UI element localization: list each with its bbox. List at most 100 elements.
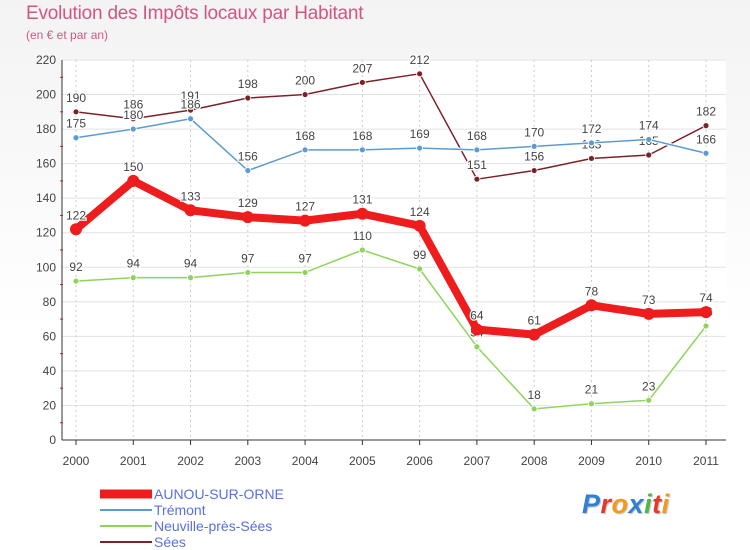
data-point	[473, 146, 481, 154]
logo-letter: o	[611, 489, 629, 519]
data-label: 99	[413, 248, 427, 262]
data-point	[129, 274, 137, 282]
proxiti-logo: Proxiti	[582, 489, 670, 520]
chart-subtitle: (en € et par an)	[26, 28, 109, 42]
data-label: 174	[639, 118, 659, 132]
data-label: 198	[238, 77, 258, 91]
data-label: 168	[467, 129, 487, 143]
data-point	[645, 136, 653, 143]
data-point	[473, 343, 481, 351]
data-label: 180	[123, 108, 143, 122]
data-label: 23	[642, 379, 656, 393]
y-tick-label: 20	[43, 398, 57, 412]
data-point	[702, 149, 710, 157]
data-label: 74	[699, 291, 713, 305]
data-label: 94	[184, 257, 198, 271]
data-point	[244, 94, 252, 102]
legend-label-aunou: AUNOU-SUR-ORNE	[154, 486, 284, 502]
data-label: 110	[353, 229, 372, 243]
data-point	[530, 167, 538, 174]
data-point	[528, 328, 541, 341]
y-tick-label: 220	[36, 53, 56, 67]
data-label: 131	[352, 193, 372, 207]
y-tick-label: 0	[49, 433, 56, 447]
series-line	[72, 176, 710, 339]
data-label: 186	[123, 98, 143, 112]
data-label: 73	[642, 293, 656, 307]
data-point	[72, 134, 80, 142]
legend-swatch-neuville	[100, 525, 152, 527]
data-point	[187, 274, 194, 282]
x-tick-label: 2000	[63, 454, 90, 468]
data-point	[416, 70, 424, 78]
data-label: 122	[66, 208, 86, 222]
data-point	[301, 91, 309, 98]
data-point	[129, 125, 137, 133]
data-label: 18	[528, 388, 542, 402]
x-tick-label: 2008	[521, 454, 548, 468]
series-line	[75, 249, 707, 410]
x-tick-label: 2005	[349, 454, 376, 468]
data-point	[72, 108, 80, 116]
logo-letter: r	[600, 489, 612, 519]
line-chart: 0 20 40 60 80 100 120 140 160 180 200 220 2000 2001 20…	[36, 52, 726, 468]
legend-swatch-aunou	[100, 489, 152, 499]
data-label: 129	[238, 196, 258, 210]
data-point	[129, 115, 137, 123]
data-point	[301, 269, 309, 276]
x-tick-label: 2011	[693, 454, 719, 468]
data-point	[299, 214, 312, 227]
logo-letter: x	[628, 489, 645, 519]
data-point	[416, 144, 424, 152]
x-tick-label: 2004	[292, 454, 319, 468]
data-point	[645, 151, 653, 159]
x-tick-label: 2003	[234, 454, 261, 468]
data-point	[530, 405, 538, 413]
y-tick-label: 200	[36, 88, 56, 102]
chart-title: Evolution des Impôts locaux par Habitant	[26, 3, 364, 24]
legend-label-neuville: Neuville-près-Sées	[154, 518, 273, 534]
data-label: 156	[238, 150, 258, 164]
logo-letter: i	[644, 489, 653, 519]
data-point	[642, 307, 655, 320]
data-point	[470, 323, 483, 336]
data-label: 124	[410, 205, 430, 219]
data-point	[127, 174, 140, 187]
data-label: 182	[696, 105, 716, 119]
data-point	[241, 211, 254, 224]
data-label: 168	[295, 129, 315, 143]
data-label: 156	[524, 150, 544, 164]
data-label: 78	[585, 284, 599, 298]
data-point	[585, 299, 598, 312]
data-point	[588, 400, 595, 408]
x-tick-label: 2006	[406, 454, 433, 468]
logo-letter: t	[652, 489, 662, 519]
data-label: 97	[298, 251, 312, 265]
data-label: 94	[127, 257, 141, 271]
data-point	[301, 146, 309, 154]
legend-swatch-tremont	[100, 509, 152, 511]
logo-letter: i	[661, 489, 670, 519]
data-point	[702, 322, 710, 330]
data-label: 166	[696, 132, 716, 146]
x-tick-label: 2002	[177, 454, 204, 468]
data-point	[530, 142, 538, 150]
series-line	[75, 117, 707, 172]
data-point	[244, 167, 252, 174]
y-tick-label: 180	[36, 122, 56, 136]
data-point	[72, 277, 80, 285]
y-tick-label: 140	[36, 191, 56, 205]
legend-label-sees: Sées	[154, 534, 186, 550]
data-point	[184, 204, 197, 217]
data-point	[358, 146, 366, 154]
data-label: 61	[528, 314, 542, 328]
x-tick-label: 2007	[464, 454, 491, 468]
data-label: 168	[352, 129, 372, 143]
data-label: 200	[295, 74, 315, 88]
y-tick-label: 40	[43, 364, 57, 378]
y-tick-label: 80	[43, 295, 57, 309]
y-tick-label: 160	[36, 157, 56, 171]
y-tick-label: 60	[43, 329, 57, 343]
data-label: 97	[241, 251, 255, 265]
plot-area	[62, 60, 726, 440]
